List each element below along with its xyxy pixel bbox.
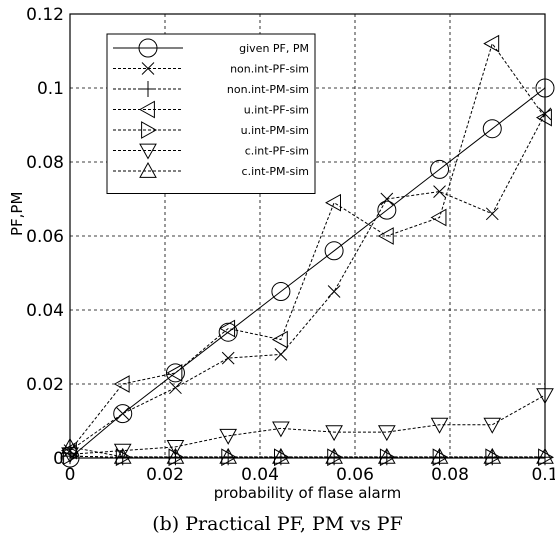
data-point bbox=[538, 107, 552, 121]
data-point bbox=[113, 443, 132, 460]
data-point bbox=[430, 417, 449, 434]
legend-label: given PF, PM bbox=[239, 42, 309, 55]
legend-label: non.int-PM-sim bbox=[227, 83, 309, 96]
series-layer bbox=[60, 34, 555, 468]
series-u-int-pf-sim bbox=[60, 34, 552, 460]
data-point bbox=[271, 282, 291, 301]
data-point bbox=[430, 208, 447, 227]
legend: given PF, PM non.int-PF-sim non.int-PM-sim… bbox=[106, 33, 316, 194]
data-point bbox=[433, 185, 446, 198]
data-point bbox=[272, 421, 290, 438]
data-point bbox=[271, 330, 288, 349]
series-line bbox=[69, 113, 546, 452]
data-point bbox=[536, 388, 554, 405]
y-axis-label: PF,PM bbox=[8, 192, 26, 236]
data-point bbox=[116, 407, 130, 420]
series-line bbox=[69, 42, 546, 451]
legend-marker bbox=[141, 121, 158, 139]
data-point bbox=[377, 447, 396, 464]
data-point bbox=[325, 447, 343, 464]
data-point bbox=[432, 448, 449, 467]
legend-marker bbox=[140, 81, 156, 97]
data-point bbox=[482, 119, 502, 139]
data-point bbox=[377, 200, 397, 220]
data-point bbox=[219, 319, 236, 338]
data-point bbox=[169, 381, 182, 395]
series-c-int-pm-sim bbox=[61, 437, 554, 464]
legend-label: u.int-PF-sim bbox=[244, 104, 309, 117]
data-point bbox=[113, 447, 132, 464]
legend-marker bbox=[138, 100, 155, 119]
data-point bbox=[166, 447, 185, 464]
legend-marker bbox=[141, 62, 155, 75]
data-point bbox=[327, 448, 344, 467]
legend-marker bbox=[139, 161, 157, 178]
x-tick-label: 0.04 bbox=[241, 465, 279, 485]
data-point bbox=[325, 425, 343, 442]
tick-labels: 0 0.02 0.04 0.06 0.08 0.1 0 0.02 0.04 0.06 0.08 0.1… bbox=[26, 5, 555, 485]
data-point bbox=[274, 348, 288, 361]
legend-label: u.int-PM-sim bbox=[241, 124, 309, 137]
x-tick-label: 0 bbox=[65, 465, 76, 485]
legend-label: c.int-PF-sim bbox=[245, 145, 309, 158]
legend-label: c.int-PM-sim bbox=[242, 165, 309, 178]
data-point bbox=[483, 34, 500, 53]
figure-caption: (b) Practical PF, PM vs PF bbox=[152, 513, 403, 535]
series-c-int-pf-sim bbox=[61, 388, 554, 464]
x-tick-label: 0.08 bbox=[431, 465, 469, 485]
data-point bbox=[219, 428, 238, 445]
y-tick-label: 0.1 bbox=[37, 79, 64, 99]
y-tick-label: 0.08 bbox=[26, 153, 64, 173]
data-point bbox=[166, 364, 183, 382]
data-point bbox=[430, 447, 449, 464]
data-point bbox=[166, 440, 185, 456]
x-tick-label: 0.02 bbox=[146, 465, 184, 485]
data-point bbox=[218, 322, 238, 342]
legend-marker bbox=[138, 38, 158, 58]
data-point bbox=[535, 108, 552, 127]
chart: 0 0.02 0.04 0.06 0.08 0.1 0 0.02 0.04 0.06 0.08 0.1… bbox=[8, 5, 555, 502]
y-tick-label: 0.06 bbox=[26, 227, 64, 247]
series-line bbox=[69, 446, 545, 458]
plot-frame bbox=[69, 13, 546, 459]
data-point bbox=[430, 159, 450, 179]
data-point bbox=[113, 404, 133, 424]
data-point bbox=[113, 375, 130, 393]
data-point bbox=[272, 447, 290, 464]
x-tick-label: 0.06 bbox=[336, 465, 374, 485]
data-point bbox=[115, 448, 132, 467]
data-point bbox=[61, 437, 79, 454]
x-axis-label: probability of flase alarm bbox=[214, 484, 402, 502]
x-tick-label: 0.1 bbox=[531, 465, 555, 485]
y-tick-label: 0 bbox=[53, 449, 64, 469]
legend-marker bbox=[139, 143, 157, 160]
data-point bbox=[485, 207, 499, 221]
data-point bbox=[221, 351, 235, 365]
y-tick-label: 0.04 bbox=[26, 301, 64, 321]
data-point bbox=[377, 425, 396, 442]
data-point bbox=[483, 447, 502, 464]
data-point bbox=[380, 192, 394, 206]
data-point bbox=[483, 417, 502, 434]
data-point bbox=[325, 193, 341, 212]
legend-label: non.int-PF-sim bbox=[230, 63, 309, 76]
data-point bbox=[535, 78, 555, 98]
data-point bbox=[219, 447, 238, 464]
data-point bbox=[538, 448, 555, 467]
data-point bbox=[536, 447, 554, 464]
data-point bbox=[327, 285, 341, 298]
legend-box bbox=[106, 33, 316, 194]
y-tick-label: 0.02 bbox=[26, 375, 64, 395]
data-point bbox=[324, 241, 344, 261]
y-tick-label: 0.12 bbox=[26, 5, 64, 25]
data-point bbox=[377, 227, 394, 245]
data-point bbox=[61, 447, 79, 464]
